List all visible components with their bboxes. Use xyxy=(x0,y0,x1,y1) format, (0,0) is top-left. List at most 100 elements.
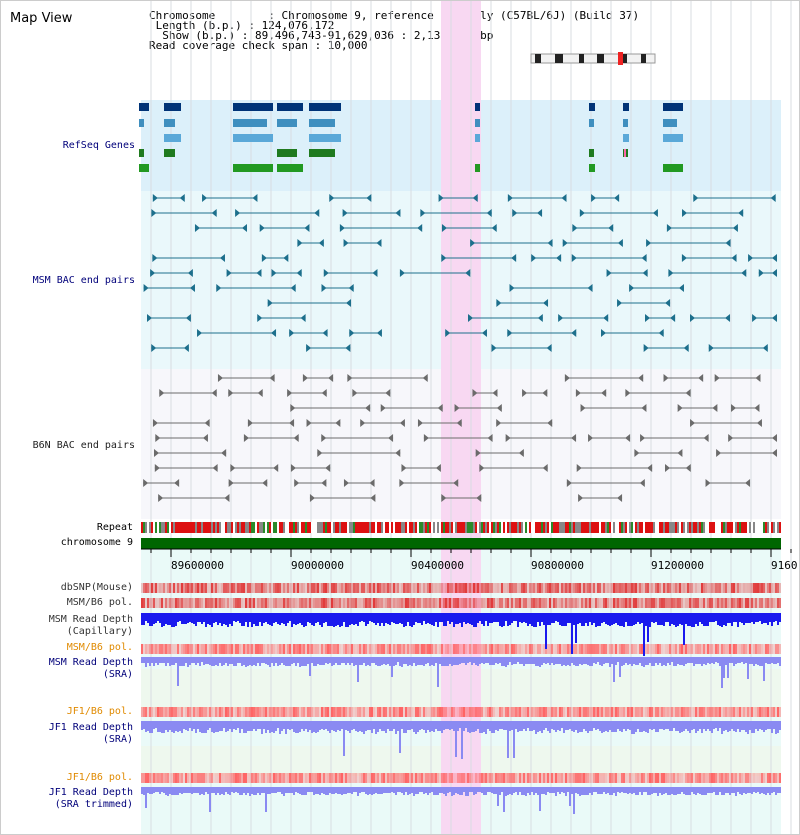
b6n-bac-pair-end[interactable] xyxy=(647,464,653,472)
b6n-bac-pair-end[interactable] xyxy=(617,494,623,502)
gene-feature[interactable] xyxy=(233,134,273,142)
ideogram-band[interactable] xyxy=(555,54,563,63)
msm-bac-pair-end[interactable] xyxy=(314,209,320,217)
msm-bac-pair-end[interactable] xyxy=(235,209,241,217)
msm-bac-pair-end[interactable] xyxy=(441,254,447,262)
gene-feature[interactable] xyxy=(309,149,335,157)
gene-feature[interactable] xyxy=(277,119,297,127)
b6n-bac-pair-end[interactable] xyxy=(453,479,459,487)
msm-bac-pair-end[interactable] xyxy=(202,194,208,202)
b6n-bac-pair-end[interactable] xyxy=(677,404,683,412)
msm-bac-pair-end[interactable] xyxy=(606,269,612,277)
msm-bac-pair-end[interactable] xyxy=(179,194,185,202)
msm-bac-pair-end[interactable] xyxy=(185,314,191,322)
gene-feature[interactable] xyxy=(164,149,175,157)
msm-bac-pair-end[interactable] xyxy=(349,329,355,337)
b6n-bac-pair-end[interactable] xyxy=(290,464,296,472)
msm-bac-pair-end[interactable] xyxy=(617,299,623,307)
b6n-bac-pair-end[interactable] xyxy=(262,479,268,487)
msm-bac-pair-end[interactable] xyxy=(546,344,552,352)
b6n-bac-pair-end[interactable] xyxy=(422,374,428,382)
b6n-bac-pair-end[interactable] xyxy=(204,419,210,427)
msm-bac-pair-end[interactable] xyxy=(267,299,273,307)
msm-bac-pair-end[interactable] xyxy=(322,329,328,337)
b6n-bac-pair-end[interactable] xyxy=(685,464,691,472)
msm-bac-pair-end[interactable] xyxy=(252,194,258,202)
b6n-bac-pair-end[interactable] xyxy=(309,494,315,502)
b6n-bac-pair-end[interactable] xyxy=(731,404,737,412)
b6n-bac-pair-end[interactable] xyxy=(703,434,709,442)
b6n-bac-pair-end[interactable] xyxy=(566,479,572,487)
msm-bac-pair-end[interactable] xyxy=(690,314,696,322)
msm-bac-pair-end[interactable] xyxy=(646,239,652,247)
b6n-bac-pair-end[interactable] xyxy=(217,374,223,382)
gene-feature[interactable] xyxy=(277,103,303,111)
b6n-bac-pair-end[interactable] xyxy=(152,419,158,427)
b6n-bac-pair-end[interactable] xyxy=(317,449,323,457)
b6n-bac-pair-end[interactable] xyxy=(454,404,460,412)
msm-bac-pair-end[interactable] xyxy=(183,344,189,352)
msm-bac-pair-end[interactable] xyxy=(561,194,567,202)
b6n-bac-pair-end[interactable] xyxy=(575,389,581,397)
b6n-bac-pair-end[interactable] xyxy=(479,464,485,472)
b6n-bac-pair-end[interactable] xyxy=(269,374,275,382)
msm-bac-pair-end[interactable] xyxy=(531,254,537,262)
b6n-bac-pair-end[interactable] xyxy=(456,419,462,427)
msm-bac-pair-end[interactable] xyxy=(645,314,651,322)
b6n-bac-pair-end[interactable] xyxy=(756,419,762,427)
b6n-bac-pair-end[interactable] xyxy=(155,434,161,442)
b6n-bac-pair-end[interactable] xyxy=(639,479,645,487)
msm-bac-pair-end[interactable] xyxy=(666,224,672,232)
gene-feature[interactable] xyxy=(164,134,181,142)
gene-feature[interactable] xyxy=(663,164,683,172)
msm-bac-pair-end[interactable] xyxy=(211,209,217,217)
b6n-bac-pair-end[interactable] xyxy=(273,464,279,472)
msm-bac-pair-end[interactable] xyxy=(420,209,426,217)
gene-feature[interactable] xyxy=(139,103,149,111)
b6n-bac-pair-end[interactable] xyxy=(417,419,423,427)
b6n-bac-pair-end[interactable] xyxy=(306,419,312,427)
b6n-bac-pair-end[interactable] xyxy=(571,434,577,442)
msm-bac-pair-end[interactable] xyxy=(283,254,289,262)
msm-bac-pair-end[interactable] xyxy=(329,194,335,202)
gene-feature[interactable] xyxy=(139,119,144,127)
msm-bac-pair-end[interactable] xyxy=(296,269,302,277)
gene-feature[interactable] xyxy=(309,119,335,127)
track-label-refseq[interactable]: RefSeq Genes xyxy=(62,140,135,151)
b6n-bac-pair-end[interactable] xyxy=(522,389,528,397)
msm-bac-pair-end[interactable] xyxy=(572,224,578,232)
ideogram-position-marker[interactable] xyxy=(618,52,623,65)
msm-bac-pair-end[interactable] xyxy=(261,254,267,262)
msm-bac-pair-end[interactable] xyxy=(543,299,549,307)
b6n-bac-pair-end[interactable] xyxy=(475,449,481,457)
b6n-bac-pair-end[interactable] xyxy=(159,389,165,397)
msm-bac-pair-end[interactable] xyxy=(372,269,378,277)
msm-bac-pair-end[interactable] xyxy=(189,284,195,292)
b6n-bac-pair-end[interactable] xyxy=(370,494,376,502)
msm-bac-pair-end[interactable] xyxy=(678,284,684,292)
gene-feature[interactable] xyxy=(623,119,628,127)
b6n-bac-pair-end[interactable] xyxy=(754,404,760,412)
gene-feature[interactable] xyxy=(139,149,144,157)
msm-bac-pair-end[interactable] xyxy=(587,284,593,292)
ideogram-body[interactable] xyxy=(530,53,656,64)
msm-bac-pair-end[interactable] xyxy=(348,284,354,292)
b6n-bac-pair-end[interactable] xyxy=(224,494,230,502)
b6n-bac-pair-end[interactable] xyxy=(437,404,443,412)
msm-bac-pair-end[interactable] xyxy=(470,239,476,247)
msm-bac-pair-end[interactable] xyxy=(194,224,200,232)
msm-bac-pair-end[interactable] xyxy=(395,209,401,217)
b6n-bac-pair-end[interactable] xyxy=(505,434,511,442)
b6n-bac-pair-end[interactable] xyxy=(772,449,777,457)
b6n-bac-pair-end[interactable] xyxy=(542,464,548,472)
b6n-bac-pair-end[interactable] xyxy=(685,389,691,397)
b6n-bac-pair-end[interactable] xyxy=(698,374,704,382)
msm-bac-pair-end[interactable] xyxy=(547,239,553,247)
b6n-bac-pair-end[interactable] xyxy=(578,494,584,502)
msm-bac-pair-end[interactable] xyxy=(731,254,737,262)
b6n-bac-pair-end[interactable] xyxy=(677,449,683,457)
gene-feature[interactable] xyxy=(623,134,629,142)
b6n-bac-pair-end[interactable] xyxy=(401,464,407,472)
b6n-bac-pair-end[interactable] xyxy=(158,494,164,502)
b6n-bac-pair-end[interactable] xyxy=(728,434,734,442)
